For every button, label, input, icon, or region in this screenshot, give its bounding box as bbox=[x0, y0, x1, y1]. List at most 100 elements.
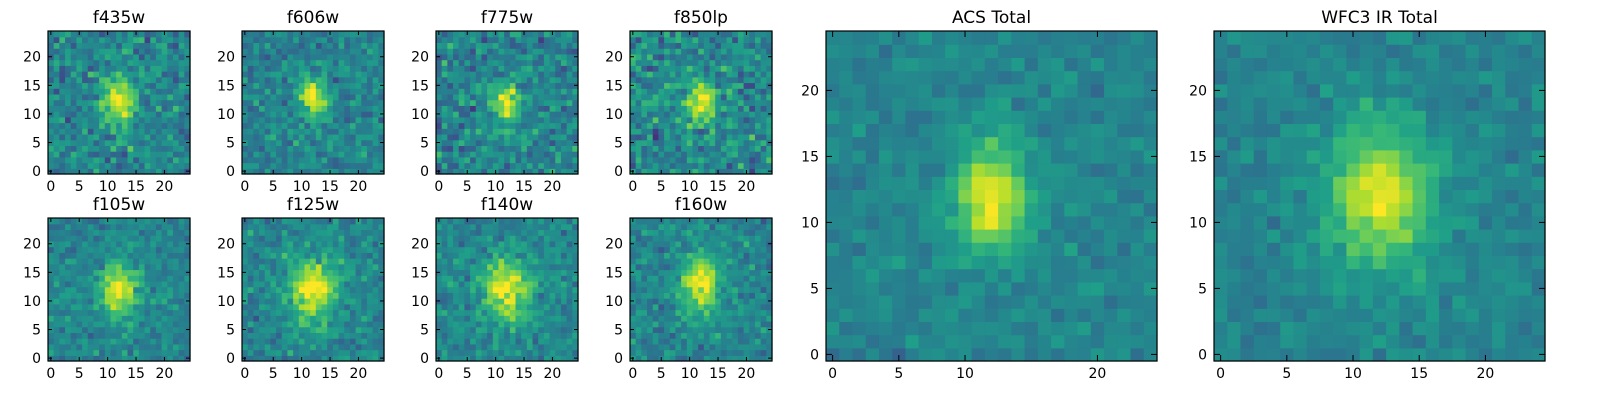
heatmap-cell bbox=[458, 36, 465, 44]
heatmap-cell bbox=[698, 332, 705, 339]
heatmap-cell bbox=[355, 246, 362, 253]
heatmap-cell bbox=[361, 246, 368, 253]
heatmap-cell bbox=[560, 88, 568, 95]
heatmap-cell bbox=[144, 223, 151, 231]
heatmap-cell bbox=[53, 133, 60, 141]
heatmap-cell bbox=[304, 99, 311, 106]
heatmap-cell bbox=[259, 48, 266, 55]
heatmap-cell bbox=[481, 332, 488, 339]
heatmap-cell bbox=[349, 145, 357, 152]
heatmap-cell bbox=[481, 145, 488, 152]
heatmap-cell bbox=[635, 59, 642, 66]
heatmap-cell bbox=[686, 48, 694, 55]
heatmap-cell bbox=[53, 156, 60, 164]
heatmap-cell bbox=[76, 275, 83, 282]
heatmap-cell bbox=[178, 258, 185, 265]
heatmap-cell bbox=[509, 105, 517, 112]
heatmap-cell bbox=[144, 93, 151, 101]
heatmap-cell bbox=[253, 235, 260, 242]
heatmap-cell bbox=[464, 258, 471, 265]
heatmap-cell bbox=[532, 326, 539, 333]
heatmap-cell bbox=[332, 332, 340, 339]
heatmap-cell bbox=[304, 105, 311, 112]
heatmap-cell bbox=[475, 292, 483, 299]
heatmap-cell bbox=[338, 320, 345, 328]
heatmap-cell bbox=[475, 298, 483, 305]
heatmap-cell bbox=[532, 31, 539, 38]
heatmap-cell bbox=[526, 355, 534, 362]
heatmap-cell bbox=[332, 303, 340, 311]
heatmap-cell bbox=[526, 93, 534, 101]
heatmap-cell bbox=[436, 338, 443, 345]
heatmap-cell bbox=[504, 53, 511, 61]
y-tick-label: 5 bbox=[614, 136, 623, 152]
heatmap-cell bbox=[549, 309, 556, 316]
heatmap-cell bbox=[293, 76, 300, 84]
heatmap-cell bbox=[93, 111, 100, 118]
heatmap-cell bbox=[715, 280, 722, 288]
heatmap-cell bbox=[675, 286, 682, 293]
heatmap-cell bbox=[116, 229, 123, 236]
heatmap-cell bbox=[538, 71, 545, 78]
heatmap-cell bbox=[686, 309, 694, 316]
heatmap-cell bbox=[82, 269, 89, 276]
heatmap-cell bbox=[555, 349, 562, 356]
heatmap-cell bbox=[509, 252, 517, 259]
heatmap-cell bbox=[144, 303, 151, 311]
heatmap-cell bbox=[504, 275, 511, 282]
heatmap-cell bbox=[138, 42, 146, 49]
heatmap-cell bbox=[681, 145, 688, 152]
heatmap-cell bbox=[658, 82, 665, 89]
heatmap-cell bbox=[652, 298, 659, 305]
heatmap-cell bbox=[658, 269, 665, 276]
heatmap-cell bbox=[287, 332, 294, 339]
heatmap-cell bbox=[526, 116, 534, 124]
heatmap-cell bbox=[760, 48, 767, 55]
heatmap-cell bbox=[53, 315, 60, 322]
heatmap-cell bbox=[361, 229, 368, 236]
heatmap-cell bbox=[304, 65, 311, 72]
heatmap-cell bbox=[93, 263, 100, 271]
heatmap-cell bbox=[470, 82, 477, 89]
heatmap-cell bbox=[749, 88, 756, 95]
heatmap-cell bbox=[59, 53, 66, 61]
heatmap-cell bbox=[543, 280, 551, 288]
heatmap-cell bbox=[447, 263, 454, 271]
heatmap-cell bbox=[150, 53, 157, 61]
heatmap-cell bbox=[242, 343, 249, 351]
heatmap-cell bbox=[538, 292, 545, 299]
heatmap-cell bbox=[560, 128, 568, 135]
heatmap-cell bbox=[76, 76, 83, 84]
heatmap-cell bbox=[720, 286, 728, 293]
heatmap-cell bbox=[48, 275, 55, 282]
heatmap-cell bbox=[361, 111, 368, 118]
heatmap-cell bbox=[349, 292, 357, 299]
heatmap-cell bbox=[65, 162, 72, 169]
heatmap-cell bbox=[635, 298, 642, 305]
heatmap-cell bbox=[555, 168, 562, 175]
heatmap-cell bbox=[669, 53, 677, 61]
heatmap-cell bbox=[144, 162, 151, 169]
heatmap-cell bbox=[515, 65, 522, 72]
heatmap-cell bbox=[509, 320, 517, 328]
heatmap-cell bbox=[344, 71, 351, 78]
heatmap-cell bbox=[453, 99, 460, 106]
heatmap-cell bbox=[453, 76, 460, 84]
heatmap-cell bbox=[315, 99, 323, 106]
heatmap-cell bbox=[532, 59, 539, 66]
panel-title: f850lp bbox=[674, 8, 728, 28]
heatmap-cell bbox=[253, 42, 260, 49]
heatmap-cell bbox=[560, 116, 568, 124]
heatmap-cell bbox=[87, 309, 95, 316]
heatmap-cell bbox=[715, 315, 722, 322]
heatmap-cell bbox=[720, 93, 728, 101]
heatmap-cell bbox=[155, 263, 163, 271]
heatmap-cell bbox=[447, 223, 454, 231]
heatmap-cell bbox=[378, 229, 385, 236]
heatmap-cell bbox=[59, 105, 66, 112]
heatmap-cell bbox=[515, 42, 522, 49]
heatmap-cell bbox=[355, 332, 362, 339]
heatmap-cell bbox=[48, 263, 55, 271]
heatmap-cell bbox=[172, 326, 180, 333]
